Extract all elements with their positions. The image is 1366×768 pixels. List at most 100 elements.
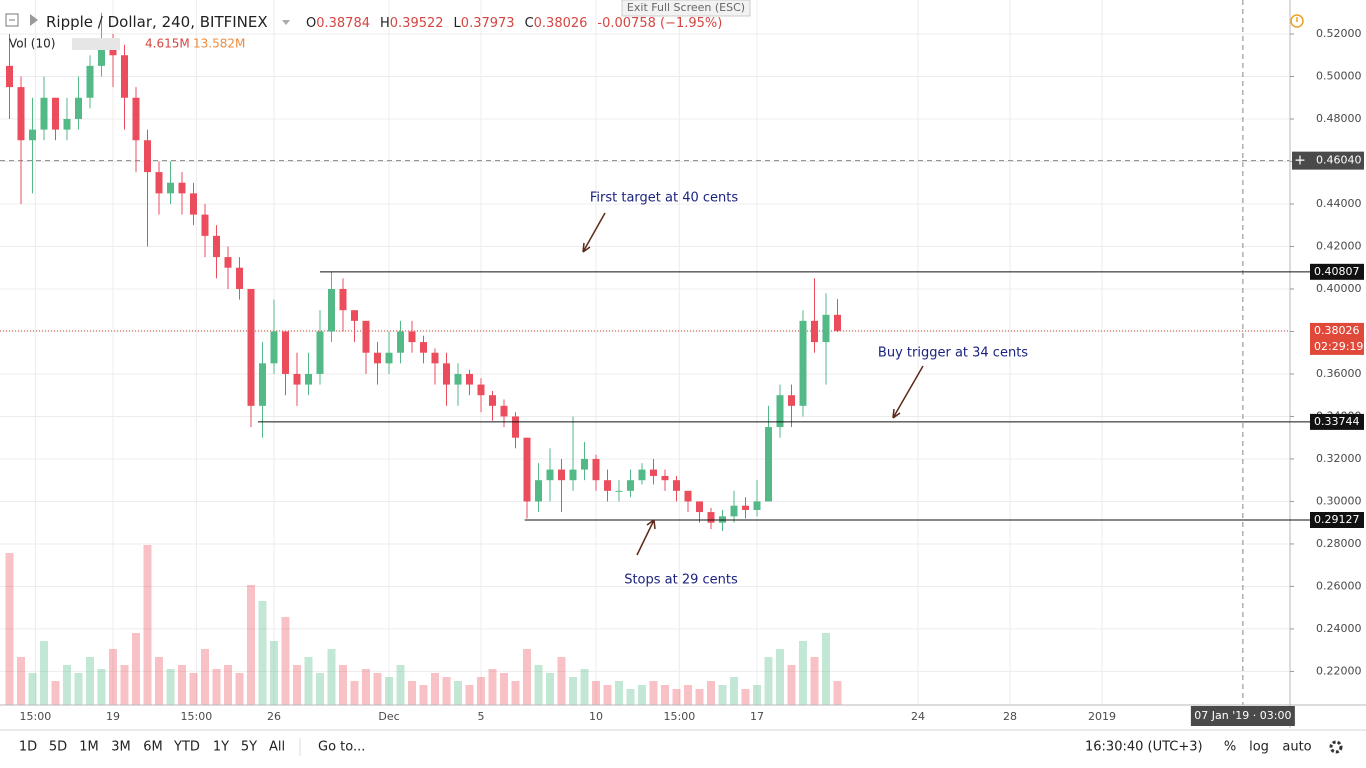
- current-price-label: 0.38026: [1314, 324, 1360, 337]
- volume-bar: [315, 673, 324, 705]
- y-tick-label: 0.50000: [1316, 69, 1362, 82]
- candle-body: [569, 469, 577, 481]
- candle-body: [672, 480, 680, 491]
- candle-body: [661, 475, 669, 481]
- auto-button[interactable]: auto: [1282, 740, 1311, 755]
- candle-body: [132, 97, 140, 141]
- volume-bar: [384, 677, 393, 705]
- ohlc-key: C: [525, 16, 534, 31]
- volume-bar: [706, 681, 715, 705]
- volume-bar: [120, 665, 129, 705]
- crosshair-x-label: 07 Jan '19 · 03:00: [1194, 709, 1291, 722]
- candle-body: [247, 288, 255, 406]
- volume-bar: [442, 677, 451, 705]
- volume-bar: [143, 545, 152, 705]
- change: -0.00758 (−1.95%): [597, 16, 722, 31]
- annotation: Buy trigger at 34 cents: [878, 346, 1028, 361]
- alert-icon[interactable]: [1290, 14, 1304, 28]
- goto-button[interactable]: Go to...: [318, 740, 365, 755]
- range-button[interactable]: 5Y: [241, 740, 257, 755]
- candle-body: [799, 320, 807, 406]
- candle-body: [787, 395, 795, 406]
- range-button[interactable]: 6M: [143, 740, 163, 755]
- candle-body: [523, 437, 531, 502]
- range-button[interactable]: 3M: [111, 740, 131, 755]
- volume-bar: [752, 685, 761, 705]
- percent-button[interactable]: %: [1224, 740, 1236, 755]
- candle-body: [741, 505, 749, 510]
- y-tick-label: 0.22000: [1316, 664, 1362, 677]
- candle-body: [546, 469, 554, 481]
- symbol-title: Ripple / Dollar, 240, BITFINEX: [46, 13, 268, 31]
- candle-body: [304, 373, 312, 385]
- annotation: Stops at 29 cents: [624, 573, 738, 588]
- candle-body: [833, 314, 841, 331]
- volume-bar: [465, 685, 474, 705]
- volume-bar: [729, 677, 738, 705]
- candle-body: [120, 55, 128, 98]
- volume-bar: [212, 669, 221, 705]
- symbol-icon: [30, 14, 38, 26]
- candle-body: [5, 65, 13, 88]
- countdown: 02:29:19: [1314, 340, 1363, 353]
- bottom-toolbar: 1D 5D 1M 3M 6M YTD 1Y 5Y All Go to... 16:30:40 (UT…: [19, 738, 1312, 756]
- crosshair-y-label: 0.46040: [1316, 154, 1362, 167]
- level-label-box: [1310, 413, 1364, 430]
- volume-bar: [85, 657, 94, 705]
- range-button[interactable]: 5D: [49, 740, 67, 755]
- current-price-box: [1310, 322, 1364, 355]
- y-tick-label: 0.24000: [1316, 622, 1362, 635]
- annotation: First target at 40 cents: [590, 191, 739, 206]
- candle-body: [580, 458, 588, 470]
- ohlc-value: 0.38026: [534, 16, 588, 31]
- candle-body: [224, 257, 232, 268]
- volume-value: 4.615M: [145, 37, 190, 51]
- candle-body: [615, 490, 623, 492]
- level-label: 0.40807: [1314, 265, 1360, 278]
- candle-body: [431, 352, 439, 364]
- candle-body: [201, 214, 209, 236]
- range-button[interactable]: 1Y: [213, 740, 229, 755]
- volume-bar: [292, 665, 301, 705]
- y-tick-label: 0.32000: [1316, 452, 1362, 465]
- volume-bar: [649, 681, 658, 705]
- log-button[interactable]: log: [1249, 740, 1269, 755]
- candle-body: [419, 342, 427, 353]
- volume-bar: [499, 673, 508, 705]
- candle-body: [592, 458, 600, 481]
- level-label: 0.29127: [1314, 513, 1360, 526]
- annotation-arrow: [636, 519, 656, 556]
- level-label: 0.33744: [1314, 415, 1360, 428]
- candle-body: [408, 331, 416, 343]
- range-button[interactable]: 1M: [79, 740, 99, 755]
- volume-bar: [39, 641, 48, 705]
- ohlc-key: L: [454, 16, 462, 31]
- range-button[interactable]: YTD: [173, 740, 200, 755]
- volume-bar: [545, 673, 554, 705]
- candle-body: [63, 118, 71, 130]
- volume-name: Vol (10): [9, 37, 55, 51]
- settings-icon[interactable]: [1329, 740, 1343, 754]
- candle-body: [695, 501, 703, 513]
- exit-fullscreen[interactable]: Exit Full Screen (ESC): [627, 1, 745, 14]
- volume-bar: [327, 649, 336, 705]
- volume-bar: [580, 669, 589, 705]
- range-button[interactable]: 1D: [19, 740, 37, 755]
- exit-tab[interactable]: [621, 0, 751, 17]
- y-tick-label: 0.44000: [1316, 197, 1362, 210]
- range-button[interactable]: All: [269, 740, 285, 755]
- dropdown[interactable]: [282, 20, 290, 25]
- legend-buttons[interactable]: [72, 38, 120, 50]
- volume-bar: [407, 681, 416, 705]
- y-tick-label: 0.42000: [1316, 239, 1362, 252]
- volume-bar: [51, 681, 60, 705]
- plot: [0, 0, 1290, 705]
- volume-bar: [97, 669, 106, 705]
- collapse-icon[interactable]: [5, 13, 19, 27]
- annotation-arrow: [582, 212, 606, 253]
- candle-body: [707, 512, 715, 523]
- volume-bar: [258, 601, 267, 705]
- level-label-box: [1310, 511, 1364, 528]
- candle-body: [822, 314, 830, 343]
